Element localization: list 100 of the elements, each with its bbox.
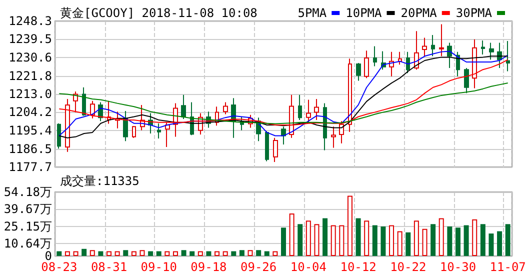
bar xyxy=(256,250,262,256)
candlestick xyxy=(90,100,95,119)
bar xyxy=(214,251,220,256)
line-series xyxy=(58,59,508,126)
bar xyxy=(464,225,469,256)
bar xyxy=(164,251,170,256)
candlestick xyxy=(406,51,410,74)
bar xyxy=(181,250,186,256)
bar xyxy=(239,250,244,256)
bar xyxy=(364,220,370,256)
bar xyxy=(231,251,236,256)
bar xyxy=(447,226,452,256)
candlestick xyxy=(281,126,286,145)
bar xyxy=(397,231,402,256)
candlestick xyxy=(314,98,319,121)
candlestick xyxy=(373,46,377,67)
line-series xyxy=(58,82,508,124)
x-tick-label: 10-30 xyxy=(440,260,476,274)
candlestick xyxy=(398,51,402,66)
candlestick xyxy=(464,67,469,94)
bar xyxy=(298,224,303,256)
bar xyxy=(56,251,62,256)
x-tick-label: 10-22 xyxy=(390,260,426,274)
bar xyxy=(438,218,444,256)
legend-label: 20PMA xyxy=(400,6,438,20)
bar xyxy=(156,251,162,256)
candlestick xyxy=(57,122,61,150)
y-tick-label: 1239.5 xyxy=(8,32,52,46)
candlestick xyxy=(165,122,170,148)
chart-title: 黄金[GCOOY] 2018-11-08 10:08 xyxy=(60,6,258,20)
candlestick xyxy=(223,102,228,115)
y-tick-label: 1177.7 xyxy=(8,160,52,174)
y-tick-label: 1221.8 xyxy=(8,68,52,83)
candlestick xyxy=(65,98,70,152)
x-tick-label: 10-04 xyxy=(290,260,326,274)
bar xyxy=(306,220,311,256)
bar xyxy=(190,251,195,256)
x-tick-label: 09-10 xyxy=(140,260,177,274)
x-tick-label: 08-31 xyxy=(90,260,128,274)
bar xyxy=(330,225,336,256)
bar xyxy=(73,251,78,256)
candlestick xyxy=(339,120,344,144)
legend-label: 30PMA xyxy=(456,6,493,20)
candlestick xyxy=(364,50,369,79)
candlestick xyxy=(115,111,120,129)
bar xyxy=(389,225,394,256)
y-tick-label: 54.18万 xyxy=(4,185,52,199)
y-tick-label: 1186.5 xyxy=(8,142,52,156)
candlestick xyxy=(323,102,327,151)
candlestick xyxy=(157,122,161,139)
bar xyxy=(480,224,486,256)
candlestick xyxy=(489,42,494,60)
y-tick-label: 0 xyxy=(44,249,52,263)
y-tick-label: 1230.6 xyxy=(8,50,52,65)
bar xyxy=(131,251,136,256)
legend-label: 5PMA xyxy=(298,6,328,20)
bar xyxy=(347,196,352,256)
chart-title: 成交量:11335 xyxy=(60,174,140,188)
y-tick-label: 39.67万 xyxy=(4,202,52,216)
x-tick-label: 09-18 xyxy=(190,260,227,274)
bar xyxy=(380,226,386,256)
candlestick xyxy=(265,130,269,162)
bar xyxy=(322,218,328,256)
bar xyxy=(505,224,510,256)
bar xyxy=(148,251,154,256)
candlestick xyxy=(73,91,78,113)
bar xyxy=(430,224,436,256)
y-tick-label: 1248.3 xyxy=(8,14,52,28)
bar xyxy=(455,228,460,256)
candlestick xyxy=(181,94,186,120)
candlestick xyxy=(431,34,435,57)
bar xyxy=(90,250,95,256)
candlestick xyxy=(506,40,510,72)
candlestick xyxy=(273,137,278,163)
x-tick-label: 10-12 xyxy=(340,260,376,274)
bar xyxy=(64,251,70,256)
bar xyxy=(314,224,320,256)
candlestick xyxy=(123,110,128,142)
bar xyxy=(206,251,212,256)
bar xyxy=(281,228,286,256)
bar xyxy=(472,219,478,256)
bar xyxy=(272,251,278,256)
candlestick xyxy=(447,42,452,68)
bar xyxy=(140,250,145,256)
bar xyxy=(289,213,294,256)
legend-label: 10PMA xyxy=(346,6,383,20)
candlestick xyxy=(107,100,111,124)
y-tick-label: 1204.2 xyxy=(8,105,52,120)
y-tick-label: 25.15万 xyxy=(4,219,52,234)
candlestick xyxy=(497,42,502,68)
bar xyxy=(406,232,411,256)
y-tick-label: 1213.0 xyxy=(8,87,52,101)
bar xyxy=(372,225,378,256)
candlestick xyxy=(331,126,336,148)
candlestick xyxy=(356,62,361,82)
x-tick-label: 11-07 xyxy=(490,260,526,274)
bar xyxy=(114,251,120,256)
bar xyxy=(414,220,419,256)
bar xyxy=(497,231,502,256)
candlestick xyxy=(132,126,136,138)
